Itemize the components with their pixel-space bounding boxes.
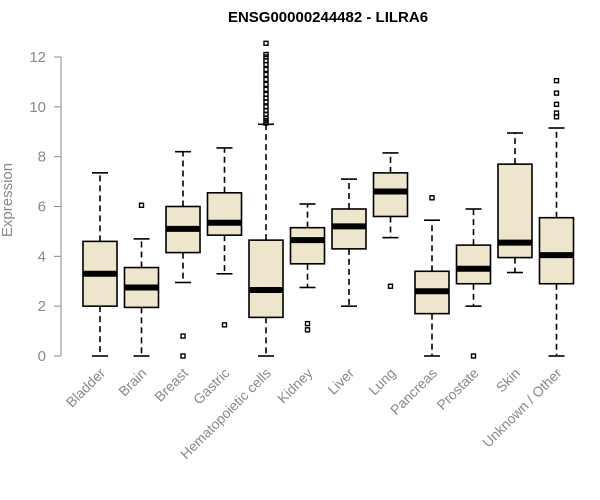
y-axis-label: Expression — [0, 163, 16, 237]
box-group — [123, 202, 160, 357]
x-tick-label: Unknown / Other — [479, 365, 565, 451]
box-group — [331, 178, 367, 307]
outlier-point — [263, 66, 269, 73]
y-tick-label: 6 — [38, 199, 46, 216]
box-iqr — [538, 216, 575, 285]
y-tick-label: 8 — [38, 149, 46, 166]
x-tick-label: Brain — [115, 365, 149, 399]
y-tick-label: 10 — [29, 99, 46, 116]
outlier-point — [263, 81, 269, 88]
box-group — [497, 132, 533, 274]
box-group — [165, 150, 201, 359]
outlier-point — [429, 195, 435, 201]
x-tick-label: Lung — [365, 365, 398, 398]
outlier-point — [263, 91, 269, 98]
outlier-point — [263, 86, 269, 93]
box-group — [289, 203, 326, 333]
box-group — [248, 40, 284, 357]
x-tick-label: Liver — [324, 365, 357, 398]
outlier-point — [553, 101, 560, 108]
outlier-point — [138, 202, 145, 208]
box-group — [372, 152, 409, 289]
box-iqr — [289, 226, 326, 265]
outlier-point — [263, 71, 269, 78]
box-group — [206, 147, 243, 328]
x-tick-label: Breast — [151, 365, 191, 405]
box-iqr — [206, 191, 243, 236]
box-group — [455, 208, 492, 359]
box-group — [414, 195, 450, 357]
y-tick-label: 4 — [38, 248, 46, 265]
boxes-group — [82, 40, 575, 359]
y-axis: 0 2 4 6 8 10 12 — [29, 49, 62, 365]
outlier-point — [304, 327, 311, 333]
box-iqr — [455, 244, 492, 285]
box-group — [538, 77, 575, 357]
outlier-point — [470, 353, 477, 359]
y-tick-label: 0 — [38, 348, 46, 365]
box-iqr — [372, 172, 409, 218]
x-tick-label: Prostate — [433, 365, 481, 413]
outlier-point — [387, 283, 394, 289]
chart-title: ENSG00000244482 - LILRA6 — [228, 9, 428, 26]
outlier-point — [180, 353, 186, 359]
outlier-point — [180, 333, 186, 339]
outlier-point — [263, 104, 269, 110]
outlier-point — [553, 90, 560, 96]
outlier-point — [221, 322, 228, 328]
y-tick-label: 12 — [29, 49, 46, 66]
outlier-point — [263, 76, 269, 83]
outlier-point — [304, 320, 311, 327]
x-tick-label: Skin — [493, 365, 524, 396]
outlier-point — [263, 40, 269, 46]
y-tick-label: 2 — [38, 298, 46, 315]
box-group — [82, 172, 118, 357]
x-tick-label: Bladder — [63, 365, 109, 411]
outlier-point — [263, 51, 269, 58]
x-tick-label: Kidney — [274, 365, 316, 407]
outlier-point — [553, 77, 560, 84]
outlier-point — [553, 110, 560, 116]
box-iqr — [248, 239, 284, 319]
